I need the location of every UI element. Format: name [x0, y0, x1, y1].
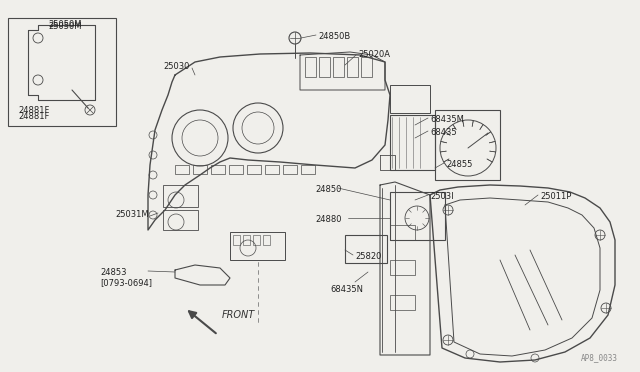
- Bar: [175, 165, 189, 174]
- Text: 24880: 24880: [315, 215, 342, 224]
- Bar: [8, 18, 116, 126]
- Bar: [319, 57, 330, 77]
- Text: 24853: 24853: [100, 268, 127, 277]
- Text: 25820: 25820: [355, 252, 381, 261]
- Text: 24855: 24855: [446, 160, 472, 169]
- Bar: [390, 192, 445, 240]
- Bar: [211, 165, 225, 174]
- Bar: [301, 165, 315, 174]
- Bar: [361, 57, 372, 77]
- Text: 25031M: 25031M: [115, 210, 148, 219]
- Bar: [229, 165, 243, 174]
- Text: 24850: 24850: [315, 185, 341, 194]
- Text: 68435: 68435: [430, 128, 456, 137]
- Text: 25020A: 25020A: [358, 50, 390, 59]
- Text: 68435M: 68435M: [430, 115, 464, 124]
- Bar: [390, 225, 415, 240]
- Text: 68435N: 68435N: [330, 285, 363, 294]
- Bar: [233, 235, 240, 245]
- Bar: [283, 165, 297, 174]
- Bar: [163, 210, 198, 230]
- Bar: [345, 235, 387, 263]
- Text: 25050M: 25050M: [48, 22, 81, 31]
- Bar: [263, 235, 270, 245]
- Bar: [265, 165, 279, 174]
- Bar: [390, 85, 430, 113]
- Text: [0793-0694]: [0793-0694]: [100, 278, 152, 287]
- Bar: [247, 165, 261, 174]
- Text: 24881F: 24881F: [18, 112, 49, 121]
- Text: 25011P: 25011P: [540, 192, 572, 201]
- Bar: [390, 115, 435, 170]
- Bar: [243, 235, 250, 245]
- Bar: [333, 57, 344, 77]
- Bar: [253, 235, 260, 245]
- Text: 2503I: 2503I: [430, 192, 454, 201]
- Text: 24850B: 24850B: [318, 32, 350, 41]
- Bar: [230, 232, 285, 260]
- Text: 25030: 25030: [163, 62, 189, 71]
- Bar: [305, 57, 316, 77]
- Text: 24881F: 24881F: [18, 106, 49, 115]
- Bar: [347, 57, 358, 77]
- Bar: [193, 165, 207, 174]
- Bar: [390, 295, 415, 310]
- Bar: [435, 110, 500, 180]
- Text: FRONT: FRONT: [222, 310, 255, 320]
- Text: AP8_0033: AP8_0033: [581, 353, 618, 362]
- Bar: [163, 185, 198, 207]
- Text: 25050M: 25050M: [48, 20, 81, 29]
- Bar: [390, 260, 415, 275]
